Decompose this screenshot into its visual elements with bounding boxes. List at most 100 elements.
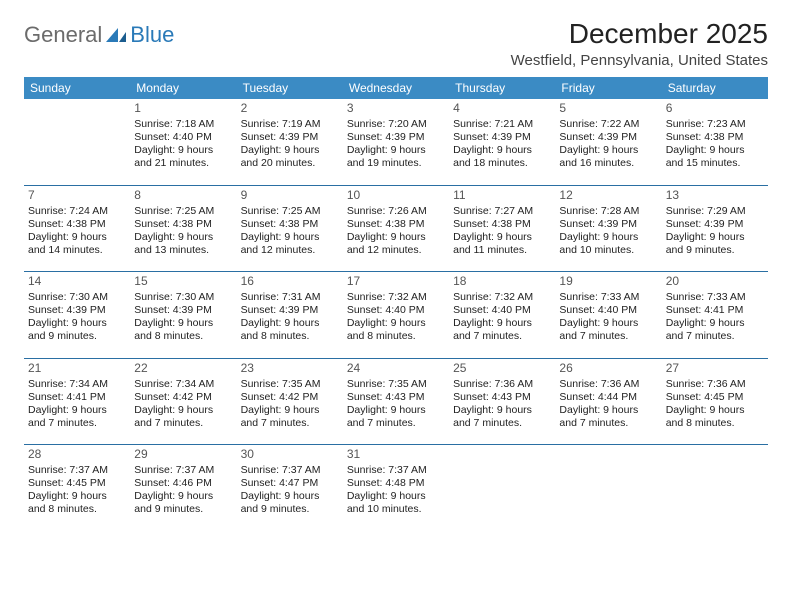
daylight-text: and 20 minutes. bbox=[241, 157, 339, 170]
sunrise-text: Sunrise: 7:24 AM bbox=[28, 205, 126, 218]
logo-sail-icon bbox=[104, 26, 128, 44]
daylight-text: and 19 minutes. bbox=[347, 157, 445, 170]
day-header: Wednesday bbox=[343, 77, 449, 99]
day-number: 25 bbox=[453, 361, 551, 376]
calendar-cell: 24Sunrise: 7:35 AMSunset: 4:43 PMDayligh… bbox=[343, 359, 449, 445]
daylight-text: Daylight: 9 hours bbox=[347, 404, 445, 417]
daylight-text: and 8 minutes. bbox=[241, 330, 339, 343]
sunrise-text: Sunrise: 7:23 AM bbox=[666, 118, 764, 131]
daylight-text: and 8 minutes. bbox=[134, 330, 232, 343]
daylight-text: and 16 minutes. bbox=[559, 157, 657, 170]
daylight-text: Daylight: 9 hours bbox=[347, 231, 445, 244]
daylight-text: Daylight: 9 hours bbox=[347, 490, 445, 503]
calendar-cell: 17Sunrise: 7:32 AMSunset: 4:40 PMDayligh… bbox=[343, 272, 449, 358]
sunset-text: Sunset: 4:41 PM bbox=[28, 391, 126, 404]
day-number: 12 bbox=[559, 188, 657, 203]
day-number: 30 bbox=[241, 447, 339, 462]
calendar-cell: 18Sunrise: 7:32 AMSunset: 4:40 PMDayligh… bbox=[449, 272, 555, 358]
calendar-cell: 25Sunrise: 7:36 AMSunset: 4:43 PMDayligh… bbox=[449, 359, 555, 445]
daylight-text: Daylight: 9 hours bbox=[241, 144, 339, 157]
sunrise-text: Sunrise: 7:37 AM bbox=[134, 464, 232, 477]
sunset-text: Sunset: 4:48 PM bbox=[347, 477, 445, 490]
daylight-text: and 7 minutes. bbox=[347, 417, 445, 430]
calendar-cell bbox=[24, 99, 130, 185]
daylight-text: Daylight: 9 hours bbox=[28, 317, 126, 330]
daylight-text: Daylight: 9 hours bbox=[28, 490, 126, 503]
daylight-text: and 10 minutes. bbox=[559, 244, 657, 257]
sunset-text: Sunset: 4:39 PM bbox=[241, 304, 339, 317]
day-number: 19 bbox=[559, 274, 657, 289]
day-number: 6 bbox=[666, 101, 764, 116]
sunset-text: Sunset: 4:39 PM bbox=[666, 218, 764, 231]
sunrise-text: Sunrise: 7:36 AM bbox=[666, 378, 764, 391]
sunrise-text: Sunrise: 7:34 AM bbox=[28, 378, 126, 391]
calendar-cell: 5Sunrise: 7:22 AMSunset: 4:39 PMDaylight… bbox=[555, 99, 661, 185]
sunrise-text: Sunrise: 7:32 AM bbox=[453, 291, 551, 304]
calendar-cell: 3Sunrise: 7:20 AMSunset: 4:39 PMDaylight… bbox=[343, 99, 449, 185]
day-header: Monday bbox=[130, 77, 236, 99]
page-header: General Blue December 2025 Westfield, Pe… bbox=[24, 18, 768, 69]
day-number: 17 bbox=[347, 274, 445, 289]
sunrise-text: Sunrise: 7:34 AM bbox=[134, 378, 232, 391]
day-number: 14 bbox=[28, 274, 126, 289]
sunset-text: Sunset: 4:46 PM bbox=[134, 477, 232, 490]
calendar-cell: 28Sunrise: 7:37 AMSunset: 4:45 PMDayligh… bbox=[24, 445, 130, 531]
calendar-table: Sunday Monday Tuesday Wednesday Thursday… bbox=[24, 77, 768, 531]
calendar-cell: 21Sunrise: 7:34 AMSunset: 4:41 PMDayligh… bbox=[24, 359, 130, 445]
daylight-text: and 9 minutes. bbox=[666, 244, 764, 257]
sunrise-text: Sunrise: 7:25 AM bbox=[241, 205, 339, 218]
daylight-text: and 12 minutes. bbox=[347, 244, 445, 257]
sunset-text: Sunset: 4:38 PM bbox=[28, 218, 126, 231]
daylight-text: Daylight: 9 hours bbox=[559, 404, 657, 417]
day-number: 29 bbox=[134, 447, 232, 462]
calendar-cell: 27Sunrise: 7:36 AMSunset: 4:45 PMDayligh… bbox=[662, 359, 768, 445]
daylight-text: and 8 minutes. bbox=[666, 417, 764, 430]
calendar-body: 1Sunrise: 7:18 AMSunset: 4:40 PMDaylight… bbox=[24, 99, 768, 531]
daylight-text: and 7 minutes. bbox=[559, 330, 657, 343]
day-number: 28 bbox=[28, 447, 126, 462]
daylight-text: Daylight: 9 hours bbox=[347, 144, 445, 157]
daylight-text: Daylight: 9 hours bbox=[666, 231, 764, 244]
sunset-text: Sunset: 4:38 PM bbox=[134, 218, 232, 231]
daylight-text: Daylight: 9 hours bbox=[28, 404, 126, 417]
calendar-cell: 31Sunrise: 7:37 AMSunset: 4:48 PMDayligh… bbox=[343, 445, 449, 531]
calendar-cell: 23Sunrise: 7:35 AMSunset: 4:42 PMDayligh… bbox=[237, 359, 343, 445]
sunset-text: Sunset: 4:40 PM bbox=[559, 304, 657, 317]
day-number: 18 bbox=[453, 274, 551, 289]
day-number: 15 bbox=[134, 274, 232, 289]
daylight-text: Daylight: 9 hours bbox=[134, 231, 232, 244]
sunset-text: Sunset: 4:39 PM bbox=[347, 131, 445, 144]
sunset-text: Sunset: 4:47 PM bbox=[241, 477, 339, 490]
calendar-cell: 12Sunrise: 7:28 AMSunset: 4:39 PMDayligh… bbox=[555, 186, 661, 272]
daylight-text: Daylight: 9 hours bbox=[453, 317, 551, 330]
calendar-page: General Blue December 2025 Westfield, Pe… bbox=[0, 0, 792, 549]
calendar-cell bbox=[555, 445, 661, 531]
daylight-text: and 8 minutes. bbox=[347, 330, 445, 343]
daylight-text: Daylight: 9 hours bbox=[559, 317, 657, 330]
calendar-cell: 1Sunrise: 7:18 AMSunset: 4:40 PMDaylight… bbox=[130, 99, 236, 185]
daylight-text: Daylight: 9 hours bbox=[241, 317, 339, 330]
day-number: 9 bbox=[241, 188, 339, 203]
daylight-text: and 21 minutes. bbox=[134, 157, 232, 170]
daylight-text: Daylight: 9 hours bbox=[559, 231, 657, 244]
daylight-text: and 9 minutes. bbox=[241, 503, 339, 516]
sunrise-text: Sunrise: 7:27 AM bbox=[453, 205, 551, 218]
daylight-text: Daylight: 9 hours bbox=[559, 144, 657, 157]
day-number: 7 bbox=[28, 188, 126, 203]
sunset-text: Sunset: 4:43 PM bbox=[453, 391, 551, 404]
daylight-text: and 7 minutes. bbox=[559, 417, 657, 430]
daylight-text: and 7 minutes. bbox=[666, 330, 764, 343]
sunset-text: Sunset: 4:45 PM bbox=[28, 477, 126, 490]
daylight-text: Daylight: 9 hours bbox=[28, 231, 126, 244]
daylight-text: Daylight: 9 hours bbox=[134, 490, 232, 503]
day-number: 8 bbox=[134, 188, 232, 203]
daylight-text: and 7 minutes. bbox=[453, 417, 551, 430]
sunrise-text: Sunrise: 7:35 AM bbox=[241, 378, 339, 391]
day-number: 24 bbox=[347, 361, 445, 376]
day-number: 2 bbox=[241, 101, 339, 116]
daylight-text: Daylight: 9 hours bbox=[666, 144, 764, 157]
daylight-text: and 10 minutes. bbox=[347, 503, 445, 516]
sunrise-text: Sunrise: 7:30 AM bbox=[28, 291, 126, 304]
day-number: 20 bbox=[666, 274, 764, 289]
logo-word-1: General bbox=[24, 22, 102, 48]
